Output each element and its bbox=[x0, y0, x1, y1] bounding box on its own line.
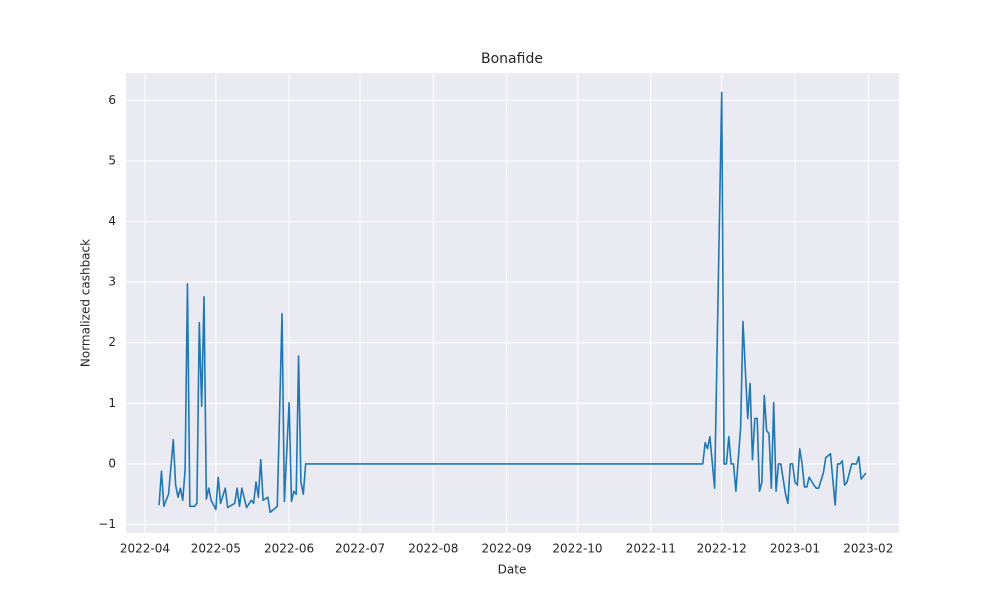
x-tick-label: 2022-04 bbox=[120, 542, 170, 556]
y-tick-label: 6 bbox=[108, 93, 116, 107]
y-tick-label: 2 bbox=[108, 335, 116, 349]
x-tick-label: 2023-02 bbox=[843, 542, 893, 556]
x-axis-label: Date bbox=[498, 563, 527, 577]
y-tick-label: 1 bbox=[108, 396, 116, 410]
y-tick-label: 0 bbox=[108, 456, 116, 470]
y-tick-label: 4 bbox=[108, 214, 116, 228]
x-tick-label: 2023-01 bbox=[770, 542, 820, 556]
chart-title: Bonafide bbox=[481, 51, 543, 67]
y-tick-label: 5 bbox=[108, 153, 116, 167]
y-tick-label: −1 bbox=[98, 517, 116, 531]
x-tick-label: 2022-06 bbox=[264, 542, 314, 556]
x-tick-label: 2022-12 bbox=[697, 542, 747, 556]
grid bbox=[126, 73, 899, 533]
line bbox=[158, 91, 867, 514]
x-tick-label: 2022-09 bbox=[482, 542, 532, 556]
x-tick-label: 2022-05 bbox=[191, 542, 241, 556]
x-tick-label: 2022-10 bbox=[552, 542, 602, 556]
y-axis-label: Normalized cashback bbox=[79, 239, 93, 367]
x-tick-label: 2022-11 bbox=[626, 542, 676, 556]
x-tick-label: 2022-08 bbox=[408, 542, 458, 556]
x-tick-label: 2022-07 bbox=[335, 542, 385, 556]
y-tick-label: 3 bbox=[108, 275, 116, 289]
